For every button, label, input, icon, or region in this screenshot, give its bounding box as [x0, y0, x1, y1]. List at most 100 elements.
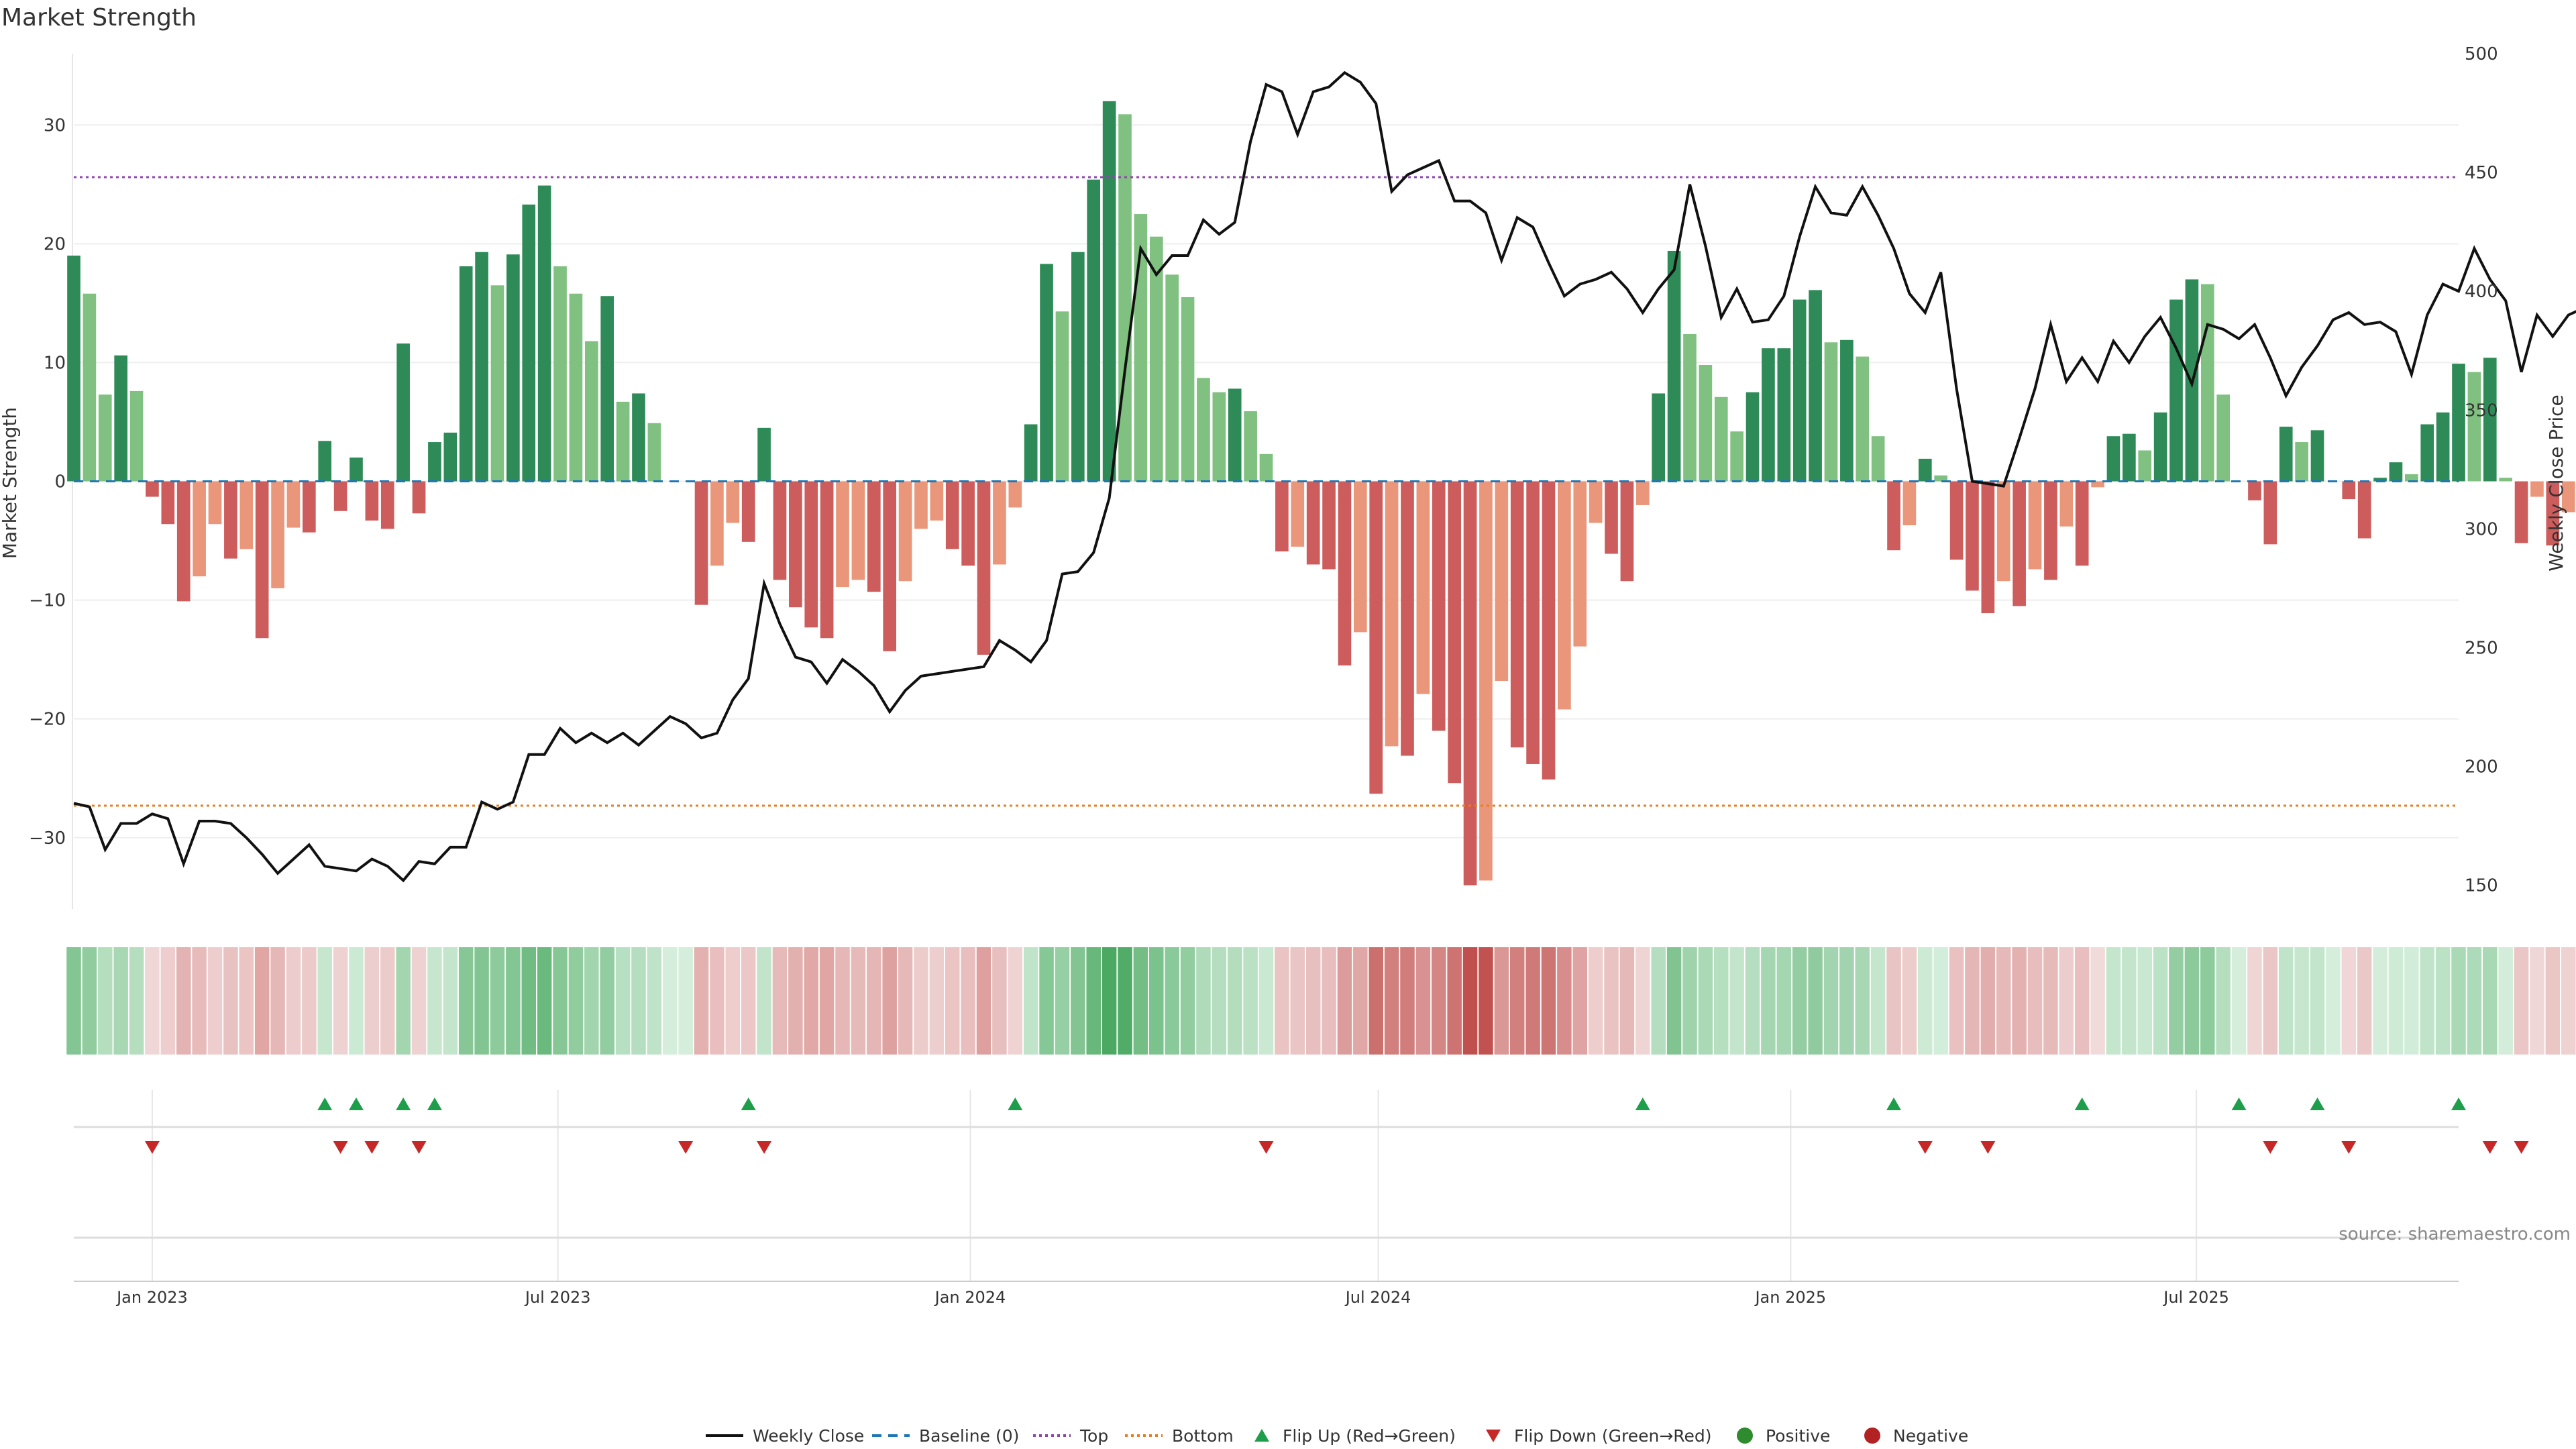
strength-bar — [1777, 348, 1791, 482]
heatmap-cell — [1039, 947, 1054, 1055]
heatmap-cell — [2498, 947, 2513, 1055]
heatmap-cell — [678, 947, 693, 1055]
strength-bar — [2012, 481, 2026, 606]
y-axis-left: 30 20 10 0 −10 −20 −30 — [29, 115, 66, 849]
heatmap-cell — [1149, 947, 1164, 1055]
strength-bar — [333, 481, 347, 511]
heatmap-cell — [1965, 947, 1980, 1055]
strength-bar — [2295, 442, 2308, 482]
strength-bar — [350, 458, 363, 482]
heatmap-cell — [2278, 947, 2294, 1055]
strength-bar — [2514, 481, 2528, 543]
heatmap-cell — [286, 947, 301, 1055]
strength-bar — [1385, 481, 1399, 747]
strength-bar — [836, 481, 849, 588]
strength-bar — [1714, 396, 1728, 482]
chart-title: Market Strength — [1, 4, 197, 32]
heatmap-cell — [914, 947, 928, 1055]
heatmap-cell — [898, 947, 913, 1055]
strength-bar — [930, 481, 944, 521]
heatmap-cell — [2043, 947, 2058, 1055]
strength-bar — [945, 481, 959, 549]
strength-bar — [1212, 392, 1226, 482]
heatmap-cell — [1933, 947, 1948, 1055]
heatmap-cell — [1212, 947, 1227, 1055]
strength-bar — [2153, 412, 2167, 482]
strength-heatmap — [66, 947, 2576, 1055]
strength-bar — [2405, 474, 2418, 482]
strength-bar — [1338, 481, 1352, 665]
strength-bar — [1244, 411, 1257, 482]
heatmap-cell — [2514, 947, 2529, 1055]
strength-bar — [1573, 481, 1587, 647]
heatmap-cell — [2294, 947, 2309, 1055]
heatmap-cell — [2231, 947, 2247, 1055]
strength-bar — [2357, 481, 2371, 539]
flip-down-marker — [2263, 1141, 2278, 1154]
flip-up-marker — [317, 1097, 333, 1110]
heatmap-cell — [2200, 947, 2215, 1055]
heatmap-cell — [1604, 947, 1619, 1055]
strength-bar — [1510, 481, 1524, 748]
heatmap-cell — [2169, 947, 2184, 1055]
heatmap-cell — [1353, 947, 1368, 1055]
strength-bar — [2075, 481, 2089, 566]
strength-bar — [2091, 481, 2104, 488]
strength-bar — [1856, 356, 1870, 482]
strength-bar — [710, 481, 724, 566]
heatmap-cell — [553, 947, 568, 1055]
heatmap-cell — [2106, 947, 2121, 1055]
heatmap-cell — [1619, 947, 1635, 1055]
heatmap-cell — [584, 947, 599, 1055]
heatmap-cell — [176, 947, 191, 1055]
strength-bar — [2499, 478, 2512, 482]
heatmap-cell — [1479, 947, 1493, 1055]
heatmap-cell — [976, 947, 991, 1055]
heatmap-cell — [1322, 947, 1336, 1055]
flip-up-marker — [427, 1097, 442, 1110]
strength-bar — [176, 481, 191, 602]
heatmap-cell — [1384, 947, 1399, 1055]
strength-bar — [883, 481, 897, 651]
heatmap-cell — [835, 947, 850, 1055]
x-tick-label: Jul 2024 — [1344, 1288, 1411, 1307]
y-tick-right: 400 — [2465, 282, 2498, 302]
heatmap-cell — [2404, 947, 2419, 1055]
x-tick-label: Jul 2023 — [524, 1288, 591, 1307]
strength-bar — [2028, 481, 2042, 570]
strength-bar — [1416, 481, 1430, 694]
strength-bar — [1918, 458, 1932, 482]
strength-bar — [1479, 481, 1493, 881]
strength-bar — [851, 481, 865, 580]
heatmap-cell — [82, 947, 97, 1055]
heatmap-cell — [270, 947, 285, 1055]
flip-down-marker — [1258, 1141, 1274, 1154]
strength-bar — [2123, 433, 2136, 482]
legend-label: Weekly Close — [753, 1426, 864, 1446]
strength-bar — [1871, 436, 1885, 482]
flip-down-marker — [2341, 1141, 2357, 1154]
flip-up-marker — [1886, 1097, 1902, 1110]
heatmap-cell — [2012, 947, 2027, 1055]
strength-bar — [789, 481, 802, 608]
heatmap-cell — [882, 947, 897, 1055]
reference-lines — [74, 176, 2459, 807]
strength-bar — [302, 481, 316, 533]
heatmap-cell — [506, 947, 521, 1055]
heatmap-cell — [458, 947, 474, 1055]
heatmap-cell — [1368, 947, 1383, 1055]
heatmap-cell — [1635, 947, 1650, 1055]
y-axis-left-label: Market Strength — [0, 407, 21, 559]
strength-bar — [2342, 481, 2356, 500]
strength-bar — [1354, 481, 1367, 633]
strength-bar — [1526, 481, 1540, 764]
heatmap-cell — [1729, 947, 1744, 1055]
y-tick-right: 500 — [2465, 44, 2498, 64]
flip-up-marker — [741, 1097, 756, 1110]
strength-bar — [1887, 481, 1900, 551]
heatmap-cell — [443, 947, 458, 1055]
heatmap-cell — [600, 947, 614, 1055]
strength-bar — [1322, 481, 1336, 570]
strength-bar — [820, 481, 834, 639]
